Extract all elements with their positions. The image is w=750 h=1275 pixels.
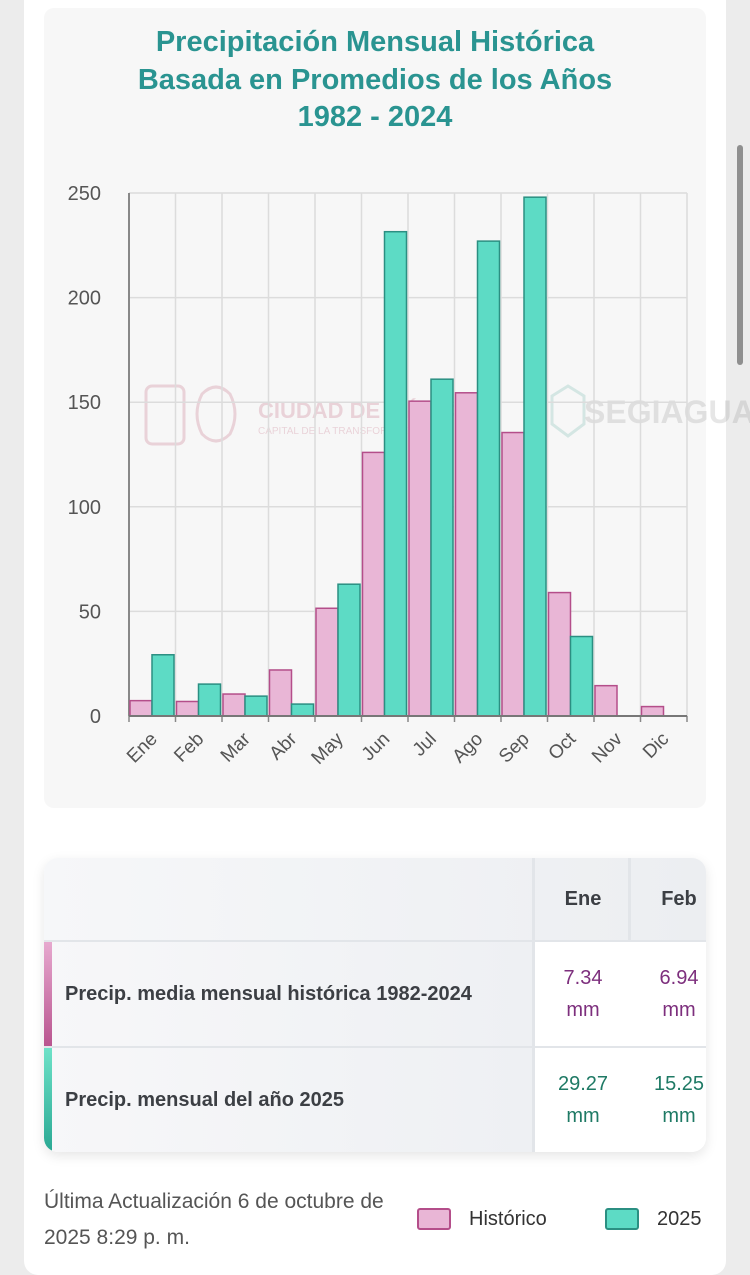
last-update-text: Última Actualización 6 de octubre de 202… — [44, 1190, 384, 1249]
row-divider — [44, 1046, 706, 1048]
bar-historico-ene — [129, 699, 153, 717]
table-cell-hist-feb: 6.94 mm — [632, 942, 706, 1046]
table-cell-2025-feb: 15.25 mm — [632, 1048, 706, 1152]
bar-2025-mar — [244, 695, 268, 717]
x-tick-label: Abr — [266, 728, 302, 764]
legend-2025[interactable]: 2025 — [605, 1206, 702, 1232]
bar-historico-jun — [361, 451, 386, 717]
bar-historico-nov — [594, 684, 618, 717]
bar-2025-ene — [151, 654, 175, 717]
table-header-ene: Ene — [564, 887, 602, 910]
row-label-2025: Precip. mensual del año 2025 — [65, 1088, 345, 1111]
bar-2025-jul — [430, 378, 454, 717]
cell-value: 15.25 — [653, 1073, 705, 1095]
bar-2025-sep — [523, 196, 547, 717]
cell-unit: mm — [662, 1105, 696, 1127]
y-tick-label: 0 — [90, 706, 101, 728]
x-tick-label: May — [308, 728, 349, 769]
bar-historico-mar — [222, 693, 246, 717]
cell-value: 29.27 — [557, 1073, 609, 1095]
x-tick-label: Oct — [545, 728, 581, 764]
y-tick-label: 200 — [68, 288, 101, 310]
legend-historico[interactable]: Histórico — [417, 1206, 547, 1232]
row-label-cell: Precip. media mensual histórica 1982-202… — [44, 942, 532, 1046]
table-cell-hist-ene: 7.34 mm — [536, 942, 630, 1046]
y-tick-label: 250 — [68, 183, 101, 205]
bar-2025-jun — [383, 230, 408, 717]
row-divider — [44, 940, 706, 942]
bar-chart: 0 50 100 150 200 250 Ene Feb Mar Abr May Jun Jul Ago S… — [68, 183, 688, 769]
x-tick-label: Mar — [217, 728, 255, 766]
x-tick-label: Dic — [639, 729, 673, 763]
cell-value: 7.34 — [563, 967, 603, 989]
chart-card: Precipitación Mensual Histórica Basada e… — [44, 8, 750, 808]
bar-historico-abr — [268, 669, 293, 717]
bar-2025-ago — [476, 240, 501, 717]
legend-label-historico: Histórico — [469, 1207, 547, 1230]
y-tick-label: 50 — [79, 601, 101, 623]
bar-historico-jul — [408, 400, 432, 717]
cell-unit: mm — [566, 999, 600, 1021]
bar-historico-oct — [547, 591, 572, 717]
x-tick-label: Jul — [409, 729, 441, 761]
x-tick-label: Jun — [358, 729, 395, 766]
row-accent-historico — [44, 942, 52, 1046]
legend-swatch-historico — [417, 1208, 451, 1230]
legend-label-2025: 2025 — [657, 1207, 702, 1230]
scrollbar[interactable] — [737, 145, 743, 365]
bar-2025-may — [337, 583, 361, 717]
legend-swatch-2025 — [605, 1208, 639, 1230]
bar-2025-abr — [290, 703, 315, 717]
bar-historico-sep — [501, 431, 525, 717]
table-header-feb: Feb — [661, 887, 697, 910]
chart-title: Precipitación Mensual Histórica Basada e… — [44, 24, 706, 137]
bar-historico-dic — [640, 705, 665, 717]
data-table: Ene Feb Precip. media mensual histórica … — [44, 858, 706, 1152]
table-row-2025: Precip. mensual del año 2025 29.27 mm 15… — [44, 1048, 706, 1152]
table-cell-2025-ene: 29.27 mm — [536, 1048, 630, 1152]
chart-title-line-2: Basada en Promedios de los Años — [137, 63, 613, 96]
x-tick-label: Feb — [170, 729, 208, 767]
x-tick-label: Nov — [588, 728, 627, 767]
cell-unit: mm — [566, 1105, 600, 1127]
bar-historico-ago — [454, 392, 479, 717]
table-row-historico: Precip. media mensual histórica 1982-202… — [44, 942, 706, 1046]
chart-title-line-1: Precipitación Mensual Histórica — [155, 26, 595, 58]
x-tick-label: Ene — [123, 729, 162, 768]
row-label-cell: Precip. mensual del año 2025 — [44, 1048, 532, 1152]
row-label-historico: Precip. media mensual histórica 1982-202… — [65, 982, 472, 1005]
bar-2025-feb — [197, 683, 222, 717]
chart-title-line-3: 1982 - 2024 — [297, 101, 453, 133]
y-tick-label: 150 — [68, 392, 101, 414]
x-tick-label: Sep — [495, 729, 534, 768]
bar-2025-oct — [569, 635, 594, 717]
column-divider — [628, 858, 631, 940]
column-divider — [532, 858, 535, 1152]
x-tick-label: Ago — [449, 729, 488, 768]
cell-value: 6.94 — [659, 967, 699, 989]
row-accent-2025 — [44, 1048, 52, 1152]
table-header-row: Ene Feb — [44, 858, 706, 940]
bar-historico-feb — [175, 700, 200, 717]
bar-historico-may — [315, 607, 339, 717]
y-tick-label: 100 — [68, 497, 101, 519]
cell-unit: mm — [662, 999, 696, 1021]
